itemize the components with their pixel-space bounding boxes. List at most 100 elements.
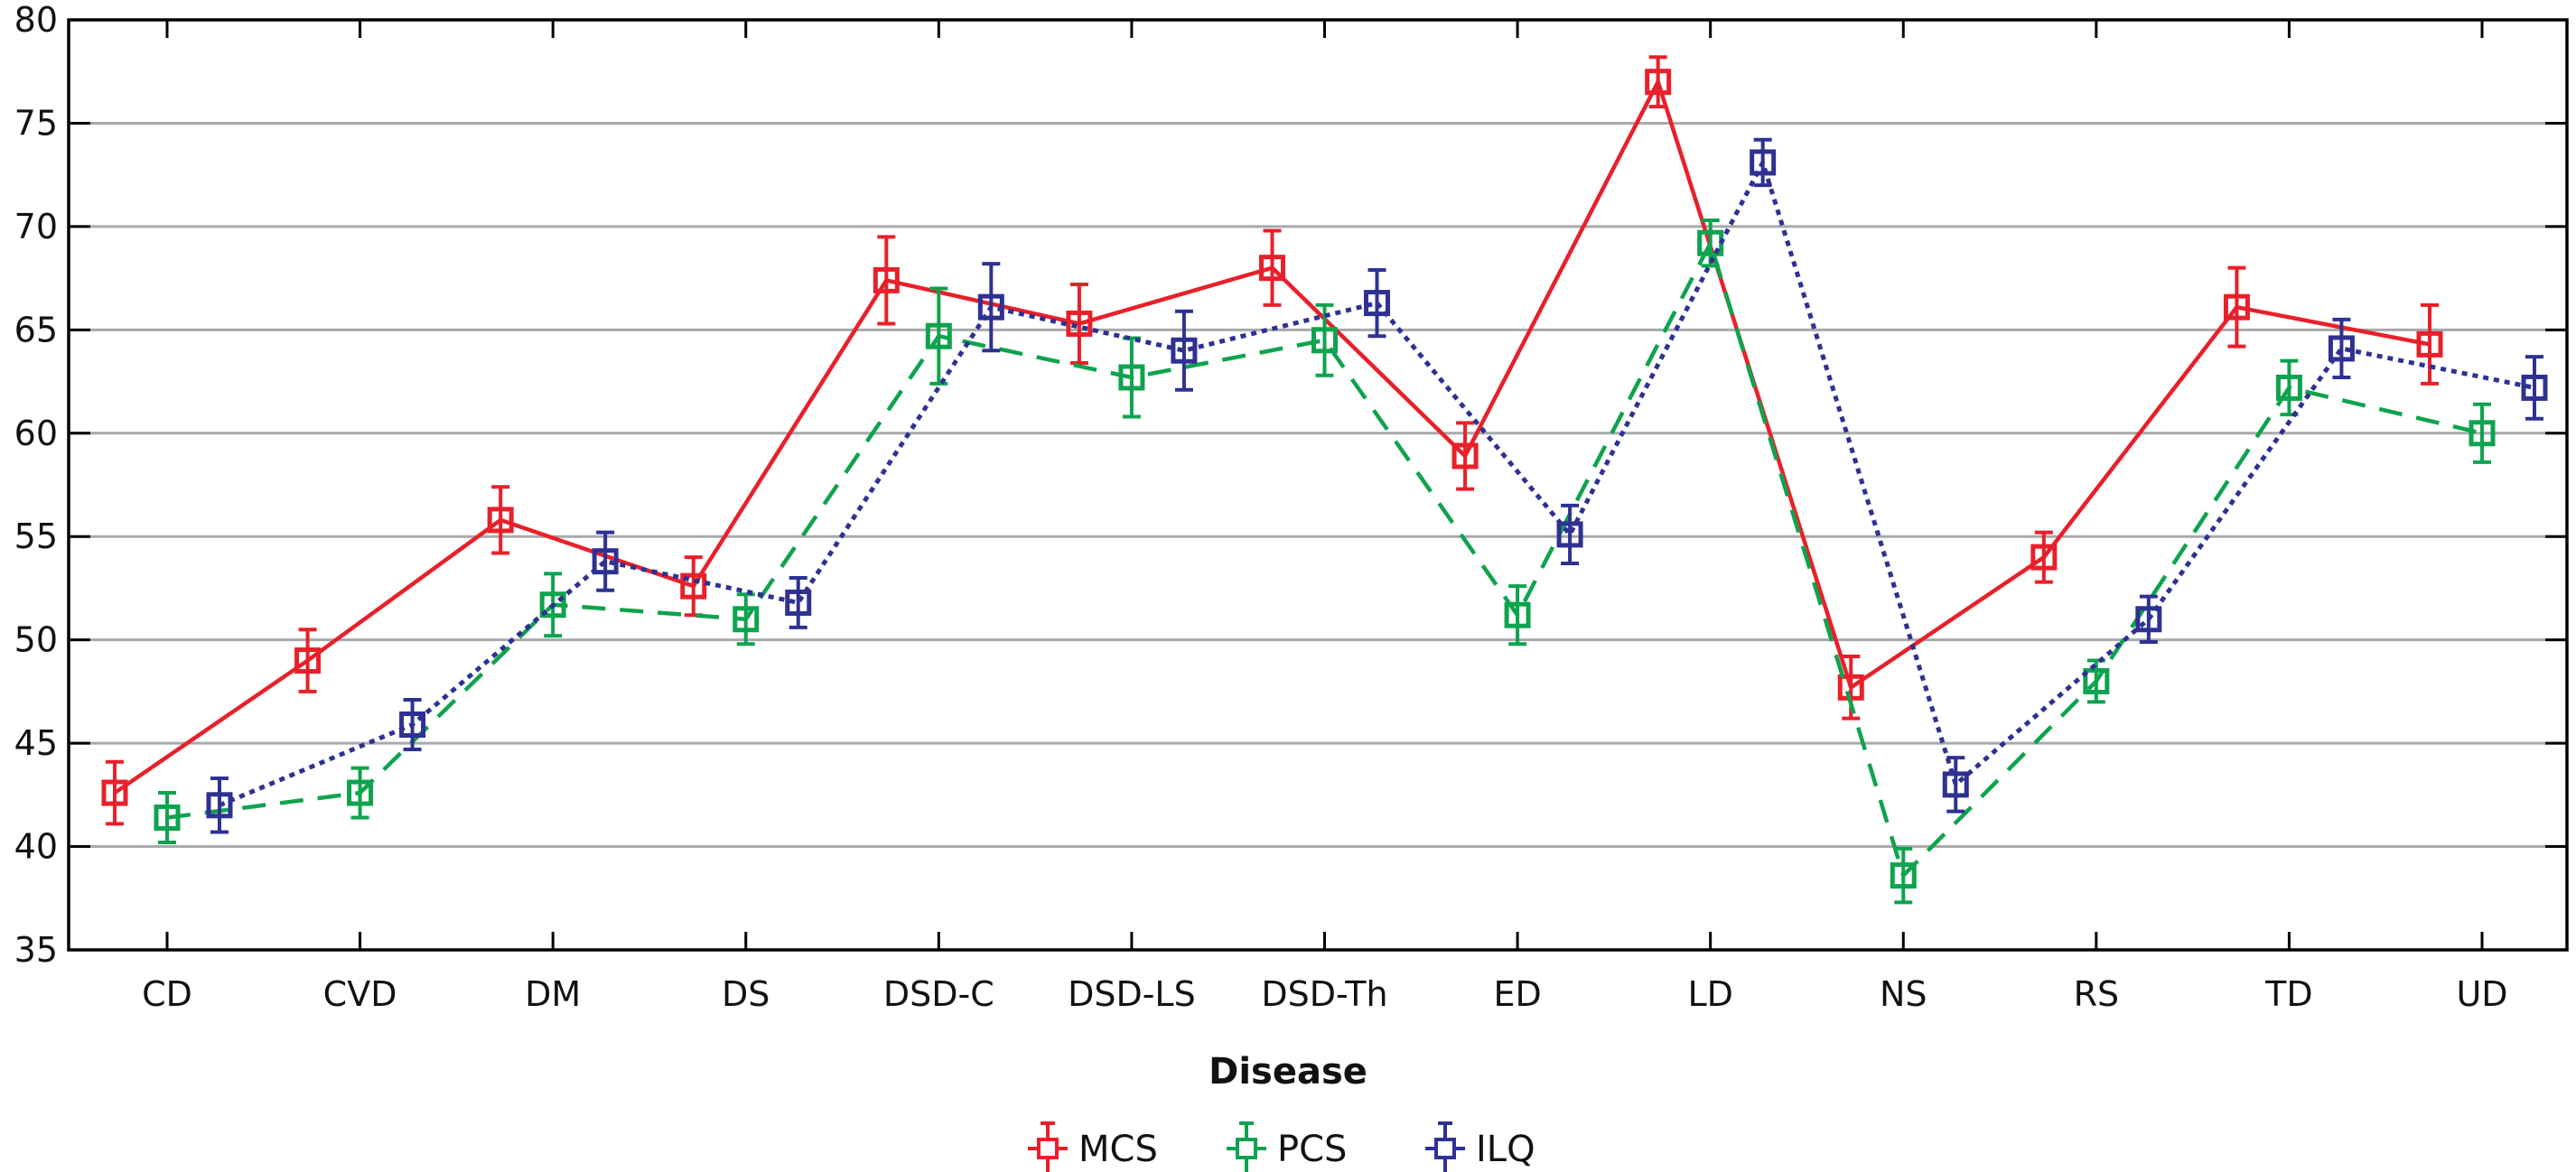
legend-symbol-marker — [1037, 1138, 1059, 1159]
data-point-marker — [1504, 601, 1531, 628]
y-tick-label: 60 — [14, 414, 58, 453]
data-point-marker — [1556, 521, 1583, 548]
error-bar — [684, 555, 703, 618]
x-tick-label: UD — [2456, 974, 2507, 1014]
data-point-marker — [206, 792, 233, 819]
error-bar — [403, 698, 422, 751]
y-tick-label: 65 — [14, 310, 58, 349]
x-tick-label: DSD-Th — [1261, 974, 1387, 1014]
data-point-marker — [2521, 374, 2548, 401]
x-tick-label: ED — [1493, 974, 1541, 1014]
data-point-marker — [2083, 667, 2110, 694]
data-point-marker — [1890, 862, 1917, 889]
y-tick-label: 35 — [14, 930, 58, 970]
x-tick-label: DM — [525, 974, 581, 1014]
x-tick-label: CD — [142, 974, 192, 1014]
error-bar — [298, 628, 317, 693]
error-bar — [1456, 421, 1475, 491]
error-bar — [2525, 355, 2543, 421]
data-point-marker — [2275, 374, 2302, 401]
plot-frame — [67, 18, 2569, 952]
legend-symbol-marker — [1434, 1138, 1456, 1159]
data-point-marker — [1259, 255, 1285, 282]
error-bar — [596, 530, 615, 592]
error-bar — [1946, 756, 1965, 814]
error-bar — [106, 759, 124, 826]
x-tick-label: CVD — [323, 974, 397, 1014]
error-bar — [350, 766, 369, 820]
error-bar — [1315, 302, 1334, 377]
series-ilq — [206, 137, 2548, 834]
error-bar — [789, 576, 807, 629]
error-bar — [491, 485, 510, 555]
data-point-marker — [1066, 310, 1093, 337]
legend-item-pcs: PCS — [1227, 1121, 1347, 1172]
error-bar — [1894, 846, 1913, 905]
data-point-marker — [1364, 290, 1390, 317]
series — [101, 55, 2548, 905]
error-bar — [2280, 358, 2299, 417]
data-point-marker — [539, 591, 566, 619]
y-tick-label: 45 — [14, 723, 58, 763]
data-point-marker — [785, 589, 812, 616]
error-bar — [877, 235, 896, 326]
x-tick-label: LD — [1687, 974, 1732, 1014]
data-point-marker — [2416, 330, 2443, 358]
data-point-marker — [347, 779, 374, 806]
data-point-marker — [399, 712, 426, 739]
legend-label: ILQ — [1476, 1129, 1535, 1170]
data-point-marker — [1645, 69, 1672, 96]
data-point-marker — [487, 507, 514, 534]
data-point-marker — [592, 548, 619, 575]
y-tick-label: 55 — [14, 516, 58, 556]
error-bar — [2332, 317, 2351, 379]
error-bar — [1069, 282, 1088, 365]
data-point-marker — [1311, 327, 1338, 354]
y-tick-labels: 35 40 45 50 55 60 65 70 75 80 — [14, 0, 58, 970]
y-tick-label: 40 — [14, 827, 58, 867]
error-bar — [929, 286, 948, 386]
error-bar — [1174, 309, 1193, 392]
series-line-ilq — [219, 160, 2535, 808]
y-tick-label: 50 — [14, 620, 58, 660]
legend-symbol-marker — [1236, 1138, 1257, 1159]
legend: MCS PCS ILQ — [1028, 1121, 1535, 1172]
data-point-marker — [2223, 293, 2250, 321]
series-mcs — [101, 55, 2443, 826]
y-tick-label: 80 — [14, 0, 58, 40]
error-bar — [1701, 219, 1720, 268]
x-tick-labels: CD CVD DM DS DSD-C DSD-LS DSD-Th ED LD NS RS TD UD — [142, 974, 2507, 1014]
axes — [67, 18, 2569, 952]
legend-label: PCS — [1277, 1129, 1347, 1170]
data-point-marker — [1118, 364, 1145, 391]
data-point-marker — [2030, 544, 2058, 571]
data-point-marker — [2328, 335, 2355, 362]
y-tick-label: 75 — [14, 103, 58, 143]
x-tick-label: NS — [1880, 974, 1927, 1014]
error-bar — [2139, 594, 2158, 644]
data-point-marker — [101, 779, 128, 806]
error-bar — [1561, 503, 1580, 565]
x-tick-label: DS — [722, 974, 770, 1014]
series-pcs — [154, 219, 2496, 905]
x-axis-title: Disease — [1209, 1051, 1367, 1093]
error-bar — [2421, 302, 2439, 386]
error-bar — [2034, 530, 2053, 584]
data-point-marker — [2135, 606, 2162, 633]
y-tick-label: 70 — [14, 207, 58, 246]
error-bar — [158, 791, 176, 844]
data-point-marker — [294, 647, 322, 674]
data-point-marker — [977, 293, 1004, 321]
legend-label: MCS — [1078, 1129, 1158, 1170]
error-bar — [1753, 137, 1772, 188]
data-point-marker — [1451, 442, 1479, 470]
data-point-marker — [873, 266, 900, 293]
data-point-marker — [733, 606, 760, 633]
error-bar — [210, 777, 229, 834]
series-line-mcs — [113, 79, 2431, 795]
error-bar — [2227, 265, 2246, 349]
x-tick-label: DSD-C — [883, 974, 994, 1014]
error-bar — [1648, 55, 1667, 109]
data-point-marker — [1171, 337, 1198, 364]
x-tick-label: RS — [2074, 974, 2120, 1014]
